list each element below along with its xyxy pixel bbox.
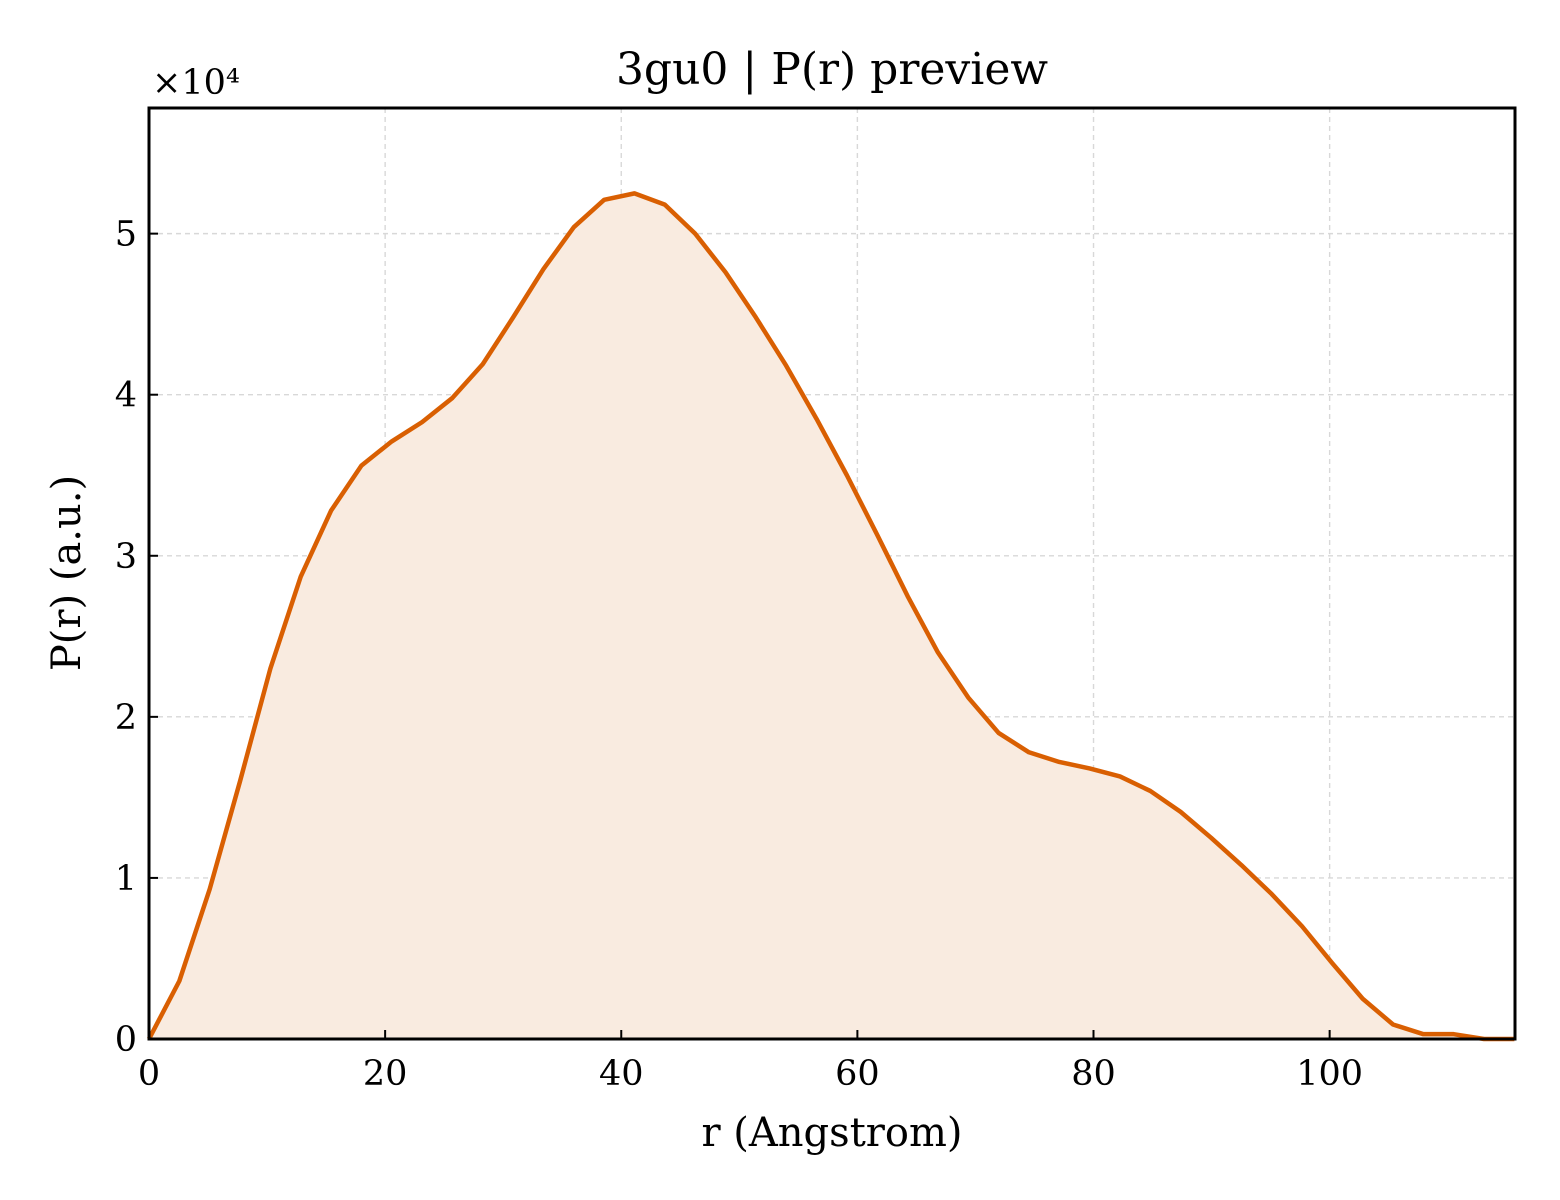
y-tick-label: 4 bbox=[115, 376, 137, 416]
axis-ticks: 0 20 40 60 80 100 0 1 2 3 4 5 bbox=[115, 215, 1363, 1094]
y-tick-label: 3 bbox=[115, 537, 137, 577]
x-tick-label: 60 bbox=[835, 1054, 880, 1094]
y-tick-label: 5 bbox=[115, 215, 137, 255]
y-tick-label: 2 bbox=[115, 698, 137, 738]
x-axis-label: r (Angstrom) bbox=[701, 1110, 962, 1156]
x-tick-label: 80 bbox=[1071, 1054, 1116, 1094]
x-tick-label: 100 bbox=[1296, 1054, 1363, 1094]
plot-frame bbox=[147, 106, 1517, 1041]
area-fill bbox=[149, 193, 1515, 1039]
y-multiplier-label: ×10⁴ bbox=[152, 63, 240, 103]
y-tick-label: 0 bbox=[115, 1020, 137, 1060]
series-line bbox=[147, 191, 1515, 1042]
chart-title: 3gu0 | P(r) preview bbox=[616, 44, 1048, 95]
x-tick-label: 40 bbox=[599, 1054, 644, 1094]
x-tick-label: 20 bbox=[363, 1054, 408, 1094]
x-tick-label: 0 bbox=[138, 1054, 160, 1094]
y-tick-label: 1 bbox=[115, 859, 137, 899]
y-axis-label: P(r) (a.u.) bbox=[44, 475, 90, 671]
